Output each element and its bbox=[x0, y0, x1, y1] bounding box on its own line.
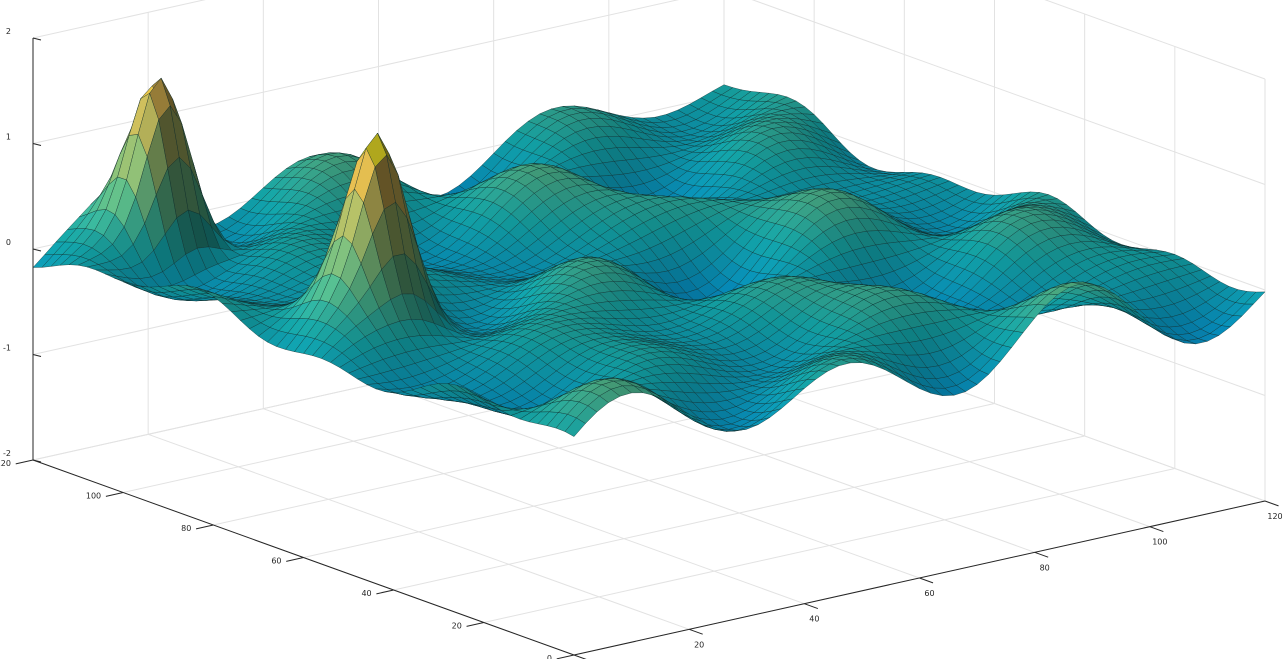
y-tick-label: 0 bbox=[547, 654, 552, 659]
y-tick bbox=[286, 557, 304, 562]
x-tick bbox=[804, 603, 819, 610]
y-tick-label: 100 bbox=[86, 492, 101, 501]
z-tick-label: 1 bbox=[6, 133, 11, 142]
x-tick-label: 100 bbox=[1152, 538, 1167, 547]
y-tick-label: 80 bbox=[181, 524, 191, 533]
x-tick-label: 60 bbox=[924, 589, 934, 598]
y-tick bbox=[466, 622, 484, 627]
x-tick bbox=[688, 628, 703, 635]
x-tick-label: 40 bbox=[809, 615, 819, 624]
y-tick-label: 60 bbox=[271, 557, 281, 566]
x-tick bbox=[573, 654, 587, 659]
y-tick-label: 120 bbox=[0, 459, 11, 468]
floor-grid-line bbox=[303, 403, 995, 558]
z-tick-label: -2 bbox=[3, 449, 11, 458]
z-tick-label: 2 bbox=[6, 27, 11, 36]
x-tick-label: 80 bbox=[1040, 563, 1050, 572]
y-tick bbox=[376, 589, 394, 595]
x-tick bbox=[919, 577, 934, 584]
y-tick bbox=[195, 524, 214, 530]
x-tick bbox=[1149, 526, 1164, 533]
floor-grid-line bbox=[483, 468, 1175, 623]
x-tick bbox=[1264, 500, 1279, 507]
x-tick bbox=[1034, 551, 1049, 558]
y-tick bbox=[15, 459, 34, 465]
y-tick-label: 40 bbox=[361, 589, 371, 598]
x-tick-label: 20 bbox=[694, 640, 704, 649]
surface-mesh bbox=[32, 77, 1266, 437]
wall-grid-line bbox=[32, 0, 206, 39]
floor-grid-line bbox=[393, 435, 1085, 591]
z-tick bbox=[32, 37, 42, 41]
z-tick-label: -1 bbox=[3, 344, 11, 353]
z-tick-label: 0 bbox=[6, 238, 11, 247]
y-tick bbox=[556, 654, 575, 659]
wall-grid-line bbox=[1044, 0, 1266, 80]
wall-grid-line bbox=[751, 0, 1266, 185]
z-tick bbox=[32, 354, 42, 357]
y-tick-label: 20 bbox=[452, 622, 462, 631]
x-tick-label: 120 bbox=[1267, 512, 1282, 521]
z-tick bbox=[32, 143, 42, 146]
z-tick bbox=[32, 248, 42, 252]
y-tick bbox=[105, 492, 124, 497]
